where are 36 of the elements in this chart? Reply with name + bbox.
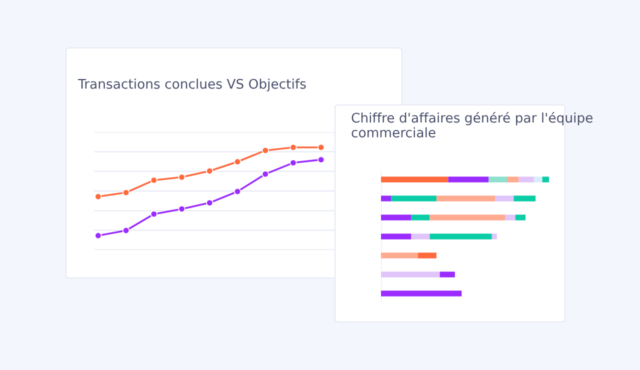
point <box>262 146 269 154</box>
bar <box>515 214 526 220</box>
bar <box>381 196 392 202</box>
point <box>94 232 102 240</box>
point <box>290 144 297 151</box>
bar <box>436 196 496 202</box>
point <box>234 188 242 196</box>
bar <box>430 214 506 220</box>
point <box>94 193 102 200</box>
point <box>318 144 325 151</box>
point <box>234 158 242 166</box>
bar <box>495 196 514 202</box>
point <box>290 159 297 166</box>
chart-title: Transactions conclues VS Objectifs <box>78 78 306 92</box>
bar <box>418 252 436 258</box>
point <box>206 199 214 206</box>
point <box>178 174 186 181</box>
point <box>206 167 214 175</box>
point <box>150 210 158 218</box>
bar <box>505 214 516 220</box>
bar <box>381 234 412 240</box>
bar <box>492 234 497 240</box>
point <box>122 226 130 234</box>
point <box>262 170 269 178</box>
bar <box>381 176 448 182</box>
point <box>122 188 130 196</box>
bar <box>488 176 507 182</box>
point <box>178 205 186 212</box>
bar <box>514 196 536 202</box>
chart-title: Chiffre d'affaires généré par l'équipe commerciale <box>352 112 593 138</box>
point <box>150 176 158 184</box>
bar <box>381 290 462 296</box>
bar <box>534 176 542 182</box>
point <box>318 156 325 164</box>
bar <box>381 214 412 220</box>
bar <box>542 176 549 182</box>
